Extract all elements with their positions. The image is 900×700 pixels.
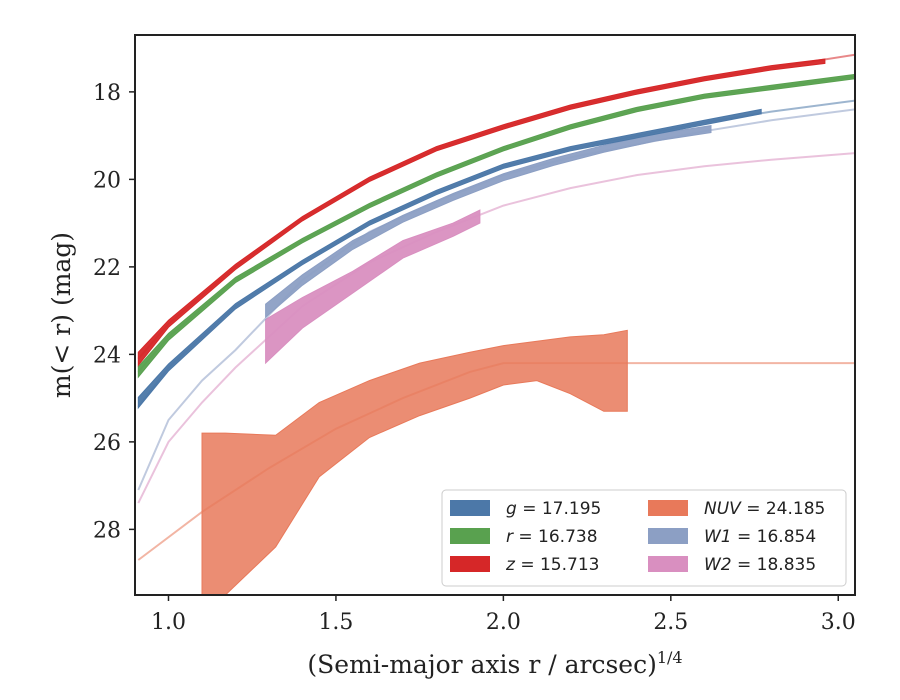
y-tick-label: 28 (93, 518, 121, 543)
y-tick-label: 20 (93, 168, 121, 193)
legend-label: g = 17.195 (506, 499, 601, 519)
legend-label: W2 = 18.835 (704, 555, 816, 575)
legend-swatch (648, 528, 688, 544)
data-band-w1 (265, 125, 712, 319)
x-tick-label: 2.0 (486, 610, 521, 635)
model-line-z (137, 53, 855, 360)
legend-swatch (450, 528, 490, 544)
axis-ticks: 1.0 1.5 2.0 2.5 3.0 18 20 22 24 26 28 (93, 81, 856, 635)
y-tick-label: 26 (93, 431, 121, 456)
legend-swatch (648, 500, 688, 516)
legend-label: z = 15.713 (505, 555, 599, 575)
x-axis-label: (Semi-major axis r / arcsec)1/4 (307, 648, 682, 679)
data-band-g (137, 108, 762, 410)
data-band-z (137, 58, 826, 367)
data-band-r (137, 73, 855, 379)
y-tick-label: 18 (93, 81, 121, 106)
legend-label: r = 16.738 (506, 527, 598, 547)
legend: g = 17.195 r = 16.738 z = 15.713 NUV = 24.1… (441, 489, 847, 587)
legend-label: W1 = 16.854 (704, 527, 816, 547)
plot-area (137, 53, 855, 595)
plot-frame (134, 34, 856, 596)
legend-swatch (450, 500, 490, 516)
legend-swatch (450, 556, 490, 572)
x-tick-label: 1.0 (151, 610, 186, 635)
y-tick-label: 22 (93, 256, 121, 281)
model-line-r (137, 75, 855, 373)
x-tick-label: 2.5 (653, 610, 688, 635)
data-band-nuv (201, 329, 628, 595)
legend-swatch (648, 556, 688, 572)
data-band-w2 (265, 209, 481, 365)
y-axis-label: m(< r) (mag) (47, 232, 76, 398)
legend-label: NUV = 24.185 (704, 499, 825, 519)
x-tick-label: 3.0 (821, 610, 856, 635)
x-tick-label: 1.5 (318, 610, 353, 635)
legend-box (441, 489, 847, 587)
y-tick-label: 24 (93, 343, 121, 368)
